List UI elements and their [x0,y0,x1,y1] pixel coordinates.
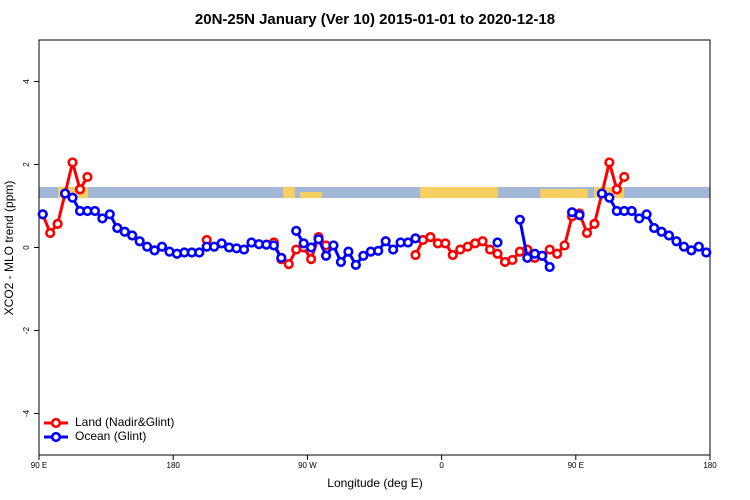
point [663,230,675,241]
point [313,234,324,245]
legend-marker [50,431,62,443]
point [276,252,287,263]
point [477,236,488,247]
point [358,250,369,261]
point [156,241,168,252]
point [350,259,361,271]
point [671,236,682,247]
y-tick-label: 0 [22,245,31,250]
point [97,213,108,224]
point [581,227,593,239]
x-tick-label: 90 E [568,461,584,470]
point [589,218,600,229]
point [59,188,71,199]
point [544,244,555,255]
point [537,250,548,261]
point [440,238,451,249]
point [291,225,302,236]
point [678,241,690,252]
point [343,246,354,257]
point [306,254,317,265]
point [388,244,399,255]
point [425,232,436,243]
point [82,171,93,183]
point [656,226,667,237]
x-tick-label: 90 W [298,461,317,470]
point [701,247,712,258]
point [238,244,250,255]
point [283,259,294,270]
point [641,209,652,220]
point [492,248,503,259]
chart-title: 20N-25N January (Ver 10) 2015-01-01 to 2… [195,11,555,28]
point [45,227,56,239]
x-tick-label: 180 [703,461,717,470]
x-tick-label: 180 [167,461,181,470]
point [447,249,458,261]
point [693,241,704,252]
point [373,245,384,256]
point [89,205,101,217]
point [37,209,48,220]
map-strip [39,187,710,198]
point [611,184,622,195]
point [507,254,518,266]
point [492,237,503,248]
point [634,213,645,224]
point [216,238,227,249]
point [484,244,496,255]
point [522,252,533,263]
x-axis-label: Longitude (deg E) [327,476,422,490]
point [619,171,630,183]
point [380,236,391,247]
x-tick-label: 0 [439,461,444,470]
point [328,240,339,251]
point [574,210,585,221]
point [142,241,153,252]
point [402,237,414,248]
point [552,248,563,259]
point [596,188,607,199]
legend-label: Land (Nadir&Glint) [75,415,174,429]
point [514,214,525,225]
point [648,222,660,234]
point [298,238,309,249]
point [559,240,570,251]
y-tick-label: 4 [22,79,31,84]
point [149,245,160,256]
point [112,222,123,234]
point [686,245,697,256]
series-line [64,192,708,268]
x-tick-label: 90 E [31,461,47,470]
point [134,236,145,247]
y-tick-label: -2 [22,326,31,334]
point [119,226,130,237]
point [626,205,637,217]
point [604,192,615,203]
point [604,157,615,168]
y-axis-label: XCO2 - MLO trend (ppm) [2,181,16,316]
point [74,184,86,195]
legend-label: Ocean (Glint) [75,429,146,443]
point [104,209,115,220]
point [67,192,78,203]
point [335,256,347,268]
legend-marker [50,417,62,429]
point [67,157,78,168]
point [194,247,205,258]
point [410,249,421,261]
point [544,261,555,273]
point [52,218,63,229]
y-tick-label: -4 [22,409,31,417]
point [306,242,317,253]
y-tick-label: 2 [22,162,31,167]
point [268,240,279,251]
point [410,233,421,244]
point [127,230,138,241]
point [320,250,332,261]
